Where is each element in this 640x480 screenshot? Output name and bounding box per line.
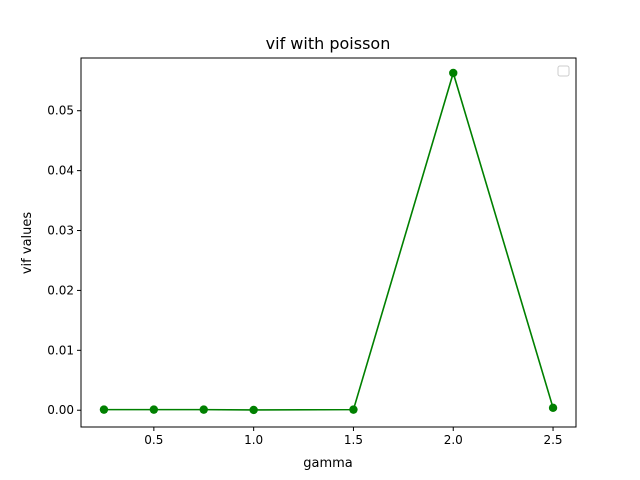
- x-axis-label: gamma: [303, 456, 353, 471]
- data-point: [199, 405, 208, 414]
- y-tick-label: 0.01: [47, 343, 74, 357]
- data-point: [349, 405, 358, 414]
- data-point: [99, 405, 109, 414]
- chart-title: vif with poisson: [266, 34, 391, 53]
- y-tick-label: 0.00: [47, 403, 74, 417]
- x-tick-label: 2.5: [543, 433, 562, 447]
- y-tick-label: 0.02: [47, 283, 74, 297]
- series-line: [103, 70, 554, 411]
- data-point: [249, 405, 258, 415]
- y-tick-label: 0.03: [47, 224, 74, 238]
- plot-frame: [80, 57, 577, 428]
- plot-area: 0.5 1.0 1.5 2.0 2.5 0.00 0.01 0.02 0.03 0.04 0.05: [47, 57, 577, 447]
- data-point: [548, 403, 558, 413]
- y-tick-label: 0.05: [47, 104, 74, 118]
- y-tick-label: 0.04: [47, 164, 74, 178]
- x-tick-label: 2.0: [444, 433, 463, 447]
- x-tick-label: 1.0: [244, 433, 263, 447]
- y-axis-label: vif values: [20, 212, 35, 275]
- legend-box: [557, 65, 570, 77]
- x-tick-label: 0.5: [144, 433, 163, 447]
- data-point: [449, 68, 458, 78]
- x-tick-label: 1.5: [344, 433, 363, 447]
- data-point: [149, 405, 159, 414]
